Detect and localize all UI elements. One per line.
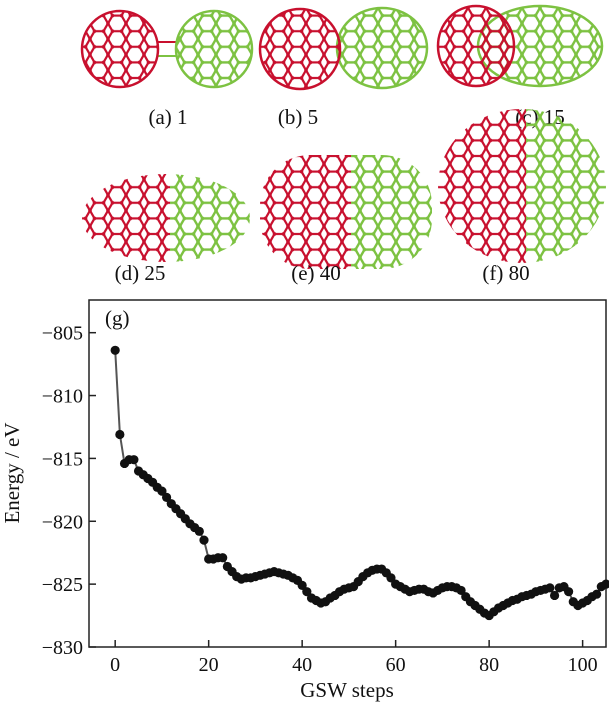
panel-label-f: (f) 80 bbox=[482, 261, 529, 285]
molecule-f bbox=[438, 109, 606, 263]
x-tick-label: 0 bbox=[110, 654, 120, 676]
data-point bbox=[549, 590, 560, 601]
data-point bbox=[592, 589, 602, 599]
y-tick-label: −825 bbox=[42, 574, 83, 596]
data-point bbox=[386, 573, 396, 583]
x-axis-label: GSW steps bbox=[300, 678, 394, 702]
data-point bbox=[157, 486, 167, 496]
y-axis-label: Energy / eV bbox=[0, 422, 24, 523]
x-tick-label: 20 bbox=[199, 654, 219, 676]
y-tick-label: −815 bbox=[42, 448, 83, 470]
data-point bbox=[302, 587, 312, 597]
y-tick-label: −805 bbox=[42, 323, 83, 345]
x-tick-label: 80 bbox=[479, 654, 499, 676]
y-tick-label: −830 bbox=[42, 637, 83, 659]
data-point bbox=[564, 587, 574, 597]
data-point bbox=[129, 455, 139, 465]
data-point bbox=[115, 429, 125, 440]
molecule-d bbox=[82, 174, 250, 262]
data-point bbox=[297, 580, 307, 590]
panel-label-g: (g) bbox=[105, 306, 130, 330]
energy-chart: (g) GSW steps Energy / eV −805 −810 −815 −8… bbox=[0, 299, 609, 702]
molecule-b bbox=[258, 6, 429, 91]
data-point bbox=[199, 535, 209, 545]
data-point bbox=[545, 583, 555, 593]
data-point bbox=[456, 585, 466, 596]
x-tick-label: 100 bbox=[568, 654, 598, 676]
panel-label-b: (b) 5 bbox=[278, 105, 318, 129]
molecule-c bbox=[436, 4, 604, 88]
data-point bbox=[161, 492, 172, 502]
data-point bbox=[601, 579, 609, 589]
y-tick-label: −820 bbox=[42, 511, 83, 533]
molecule-a bbox=[80, 9, 254, 89]
panel-label-e: (e) 40 bbox=[291, 261, 341, 285]
data-point bbox=[110, 345, 120, 355]
y-tick-label: −810 bbox=[42, 386, 83, 408]
x-tick-label: 60 bbox=[386, 654, 406, 676]
panel-label-d: (d) 25 bbox=[115, 261, 166, 285]
panel-label-a: (a) 1 bbox=[148, 105, 187, 129]
plot-frame bbox=[88, 299, 607, 648]
molecule-e bbox=[260, 155, 432, 269]
data-point bbox=[218, 553, 228, 563]
x-tick-label: 40 bbox=[292, 654, 312, 676]
data-point bbox=[194, 526, 204, 536]
